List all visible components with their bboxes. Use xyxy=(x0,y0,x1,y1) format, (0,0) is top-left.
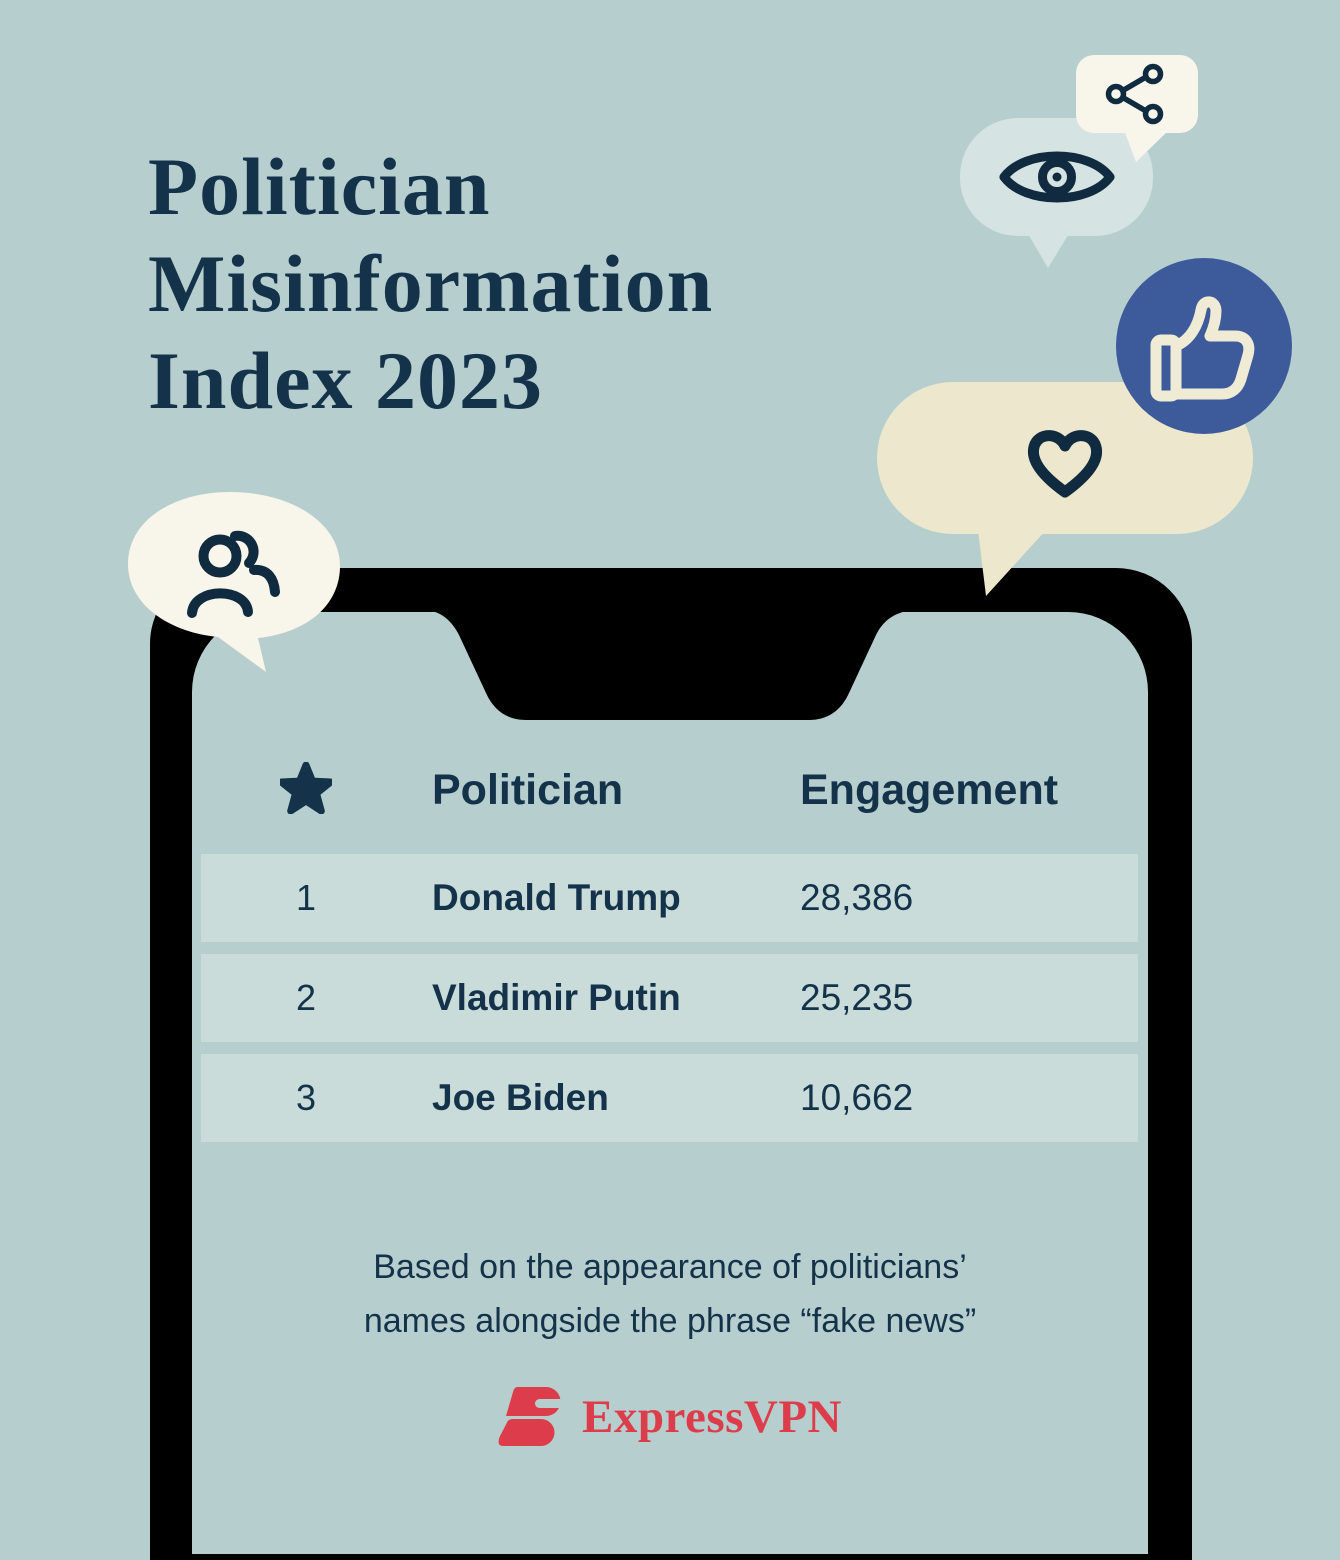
phone-bottom-bar xyxy=(192,1554,1148,1560)
star-icon xyxy=(277,761,335,819)
politician-cell: Donald Trump xyxy=(432,877,681,918)
share-speech-bubble xyxy=(1076,55,1198,162)
methodology-caption: Based on the appearance of politicians’ … xyxy=(192,1240,1148,1348)
brand-name: ExpressVPN xyxy=(581,1391,843,1443)
thumbs-up-icon xyxy=(1150,296,1255,402)
engagement-cell: 28,386 xyxy=(800,877,914,918)
views-speech-bubble xyxy=(960,118,1153,268)
table-header: Politician Engagement xyxy=(192,752,1148,828)
ranking-table: 1 Donald Trump 28,386 2 Vladimir Putin 2… xyxy=(201,854,1138,1154)
page-title: Politician Misinformation Index 2023 xyxy=(148,138,713,429)
followers-speech-bubble xyxy=(128,492,340,672)
table-row: 3 Joe Biden 10,662 xyxy=(201,1054,1138,1142)
rank-cell: 2 xyxy=(295,977,317,1018)
page-title-line2: Misinformation xyxy=(148,238,714,329)
rank-cell: 1 xyxy=(295,877,317,918)
column-header-politician: Politician xyxy=(432,766,624,814)
caption-line1: Based on the appearance of politicians’ xyxy=(373,1248,967,1286)
heart-icon xyxy=(1027,430,1103,498)
page-title-line3: Index 2023 xyxy=(148,335,544,426)
table-row: 2 Vladimir Putin 25,235 xyxy=(201,954,1138,1042)
politician-cell: Joe Biden xyxy=(432,1077,609,1118)
engagement-cell: 10,662 xyxy=(800,1077,914,1118)
column-header-engagement: Engagement xyxy=(800,766,1059,814)
page-title-line1: Politician xyxy=(148,141,491,232)
engagement-cell: 25,235 xyxy=(800,977,914,1018)
phone-notch xyxy=(427,610,914,720)
table-row: 1 Donald Trump 28,386 xyxy=(201,854,1138,942)
eye-icon xyxy=(999,151,1115,203)
expressvpn-logo-icon xyxy=(498,1387,566,1446)
caption-line2: names alongside the phrase “fake news” xyxy=(363,1302,977,1340)
brand-logo: ExpressVPN xyxy=(192,1386,1148,1448)
people-icon xyxy=(187,530,280,618)
share-icon xyxy=(1105,63,1164,125)
thumbs-up-badge xyxy=(1116,258,1292,434)
rank-cell: 3 xyxy=(295,1077,317,1118)
politician-cell: Vladimir Putin xyxy=(432,977,681,1018)
